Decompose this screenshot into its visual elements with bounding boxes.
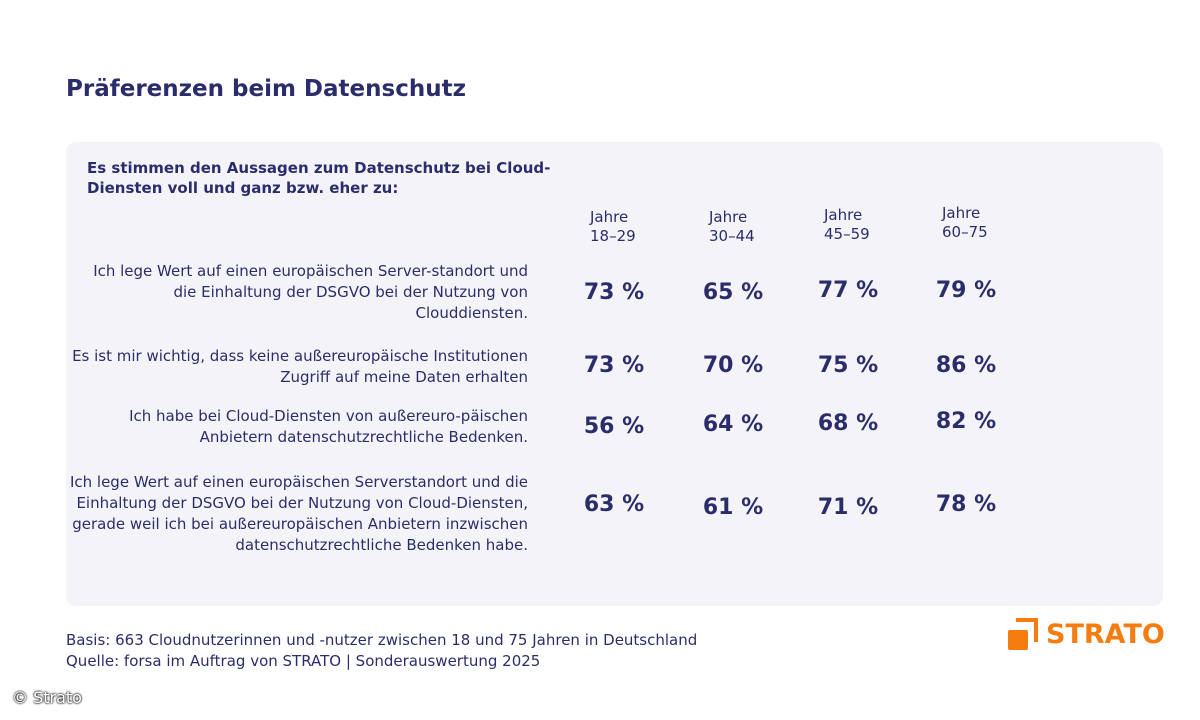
value-cell: 56 % — [583, 414, 645, 439]
table-subtitle: Es stimmen den Aussagen zum Datenschutz … — [87, 159, 551, 197]
value-cell: 70 % — [702, 353, 764, 378]
column-header-line1: Jahre — [824, 206, 863, 224]
page-title: Präferenzen beim Datenschutz — [66, 76, 466, 102]
row-statement: Ich habe bei Cloud-Diensten von außereur… — [129, 407, 528, 446]
column-header-line1: Jahre — [942, 204, 981, 222]
value-cell: 75 % — [817, 353, 879, 378]
value-cell: 68 % — [817, 411, 879, 436]
value-cell: 73 % — [583, 353, 645, 378]
strato-logo: STRATO — [1008, 618, 1165, 650]
column-header: Jahre 30–44 — [709, 208, 799, 246]
column-header: Jahre 60–75 — [942, 204, 1032, 242]
column-header-line2: 45–59 — [824, 225, 870, 243]
value-cell: 86 % — [935, 353, 997, 378]
value-cell: 73 % — [583, 280, 645, 305]
row-statement: Ich lege Wert auf einen europäischen Ser… — [69, 473, 528, 554]
value-cell: 77 % — [817, 278, 879, 303]
column-header-line2: 30–44 — [709, 227, 755, 245]
row-statement: Es ist mir wichtig, dass keine außereuro… — [72, 347, 528, 386]
strato-logo-text: STRATO — [1046, 618, 1165, 650]
row-statement: Ich lege Wert auf einen europäischen Ser… — [93, 262, 528, 322]
value-cell: 82 % — [935, 409, 997, 434]
footer-source: Quelle: forsa im Auftrag von STRATO | So… — [66, 652, 541, 670]
value-cell: 64 % — [702, 412, 764, 437]
footer: Basis: 663 Cloudnutzerinnen und -nutzer … — [66, 630, 697, 672]
column-header: Jahre 45–59 — [824, 206, 914, 244]
column-header-line2: 18–29 — [590, 227, 636, 245]
column-header-line2: 60–75 — [942, 223, 988, 241]
value-cell: 71 % — [817, 495, 879, 520]
value-cell: 61 % — [702, 495, 764, 520]
value-cell: 65 % — [702, 280, 764, 305]
copyright: © Strato — [12, 688, 82, 707]
column-header: Jahre 18–29 — [590, 208, 680, 246]
value-cell: 78 % — [935, 492, 997, 517]
value-cell: 63 % — [583, 492, 645, 517]
table-card — [66, 142, 1163, 606]
column-header-line1: Jahre — [709, 208, 748, 226]
footer-basis: Basis: 663 Cloudnutzerinnen und -nutzer … — [66, 631, 698, 649]
strato-logo-icon — [1008, 618, 1038, 650]
value-cell: 79 % — [935, 278, 997, 303]
column-header-line1: Jahre — [590, 208, 629, 226]
